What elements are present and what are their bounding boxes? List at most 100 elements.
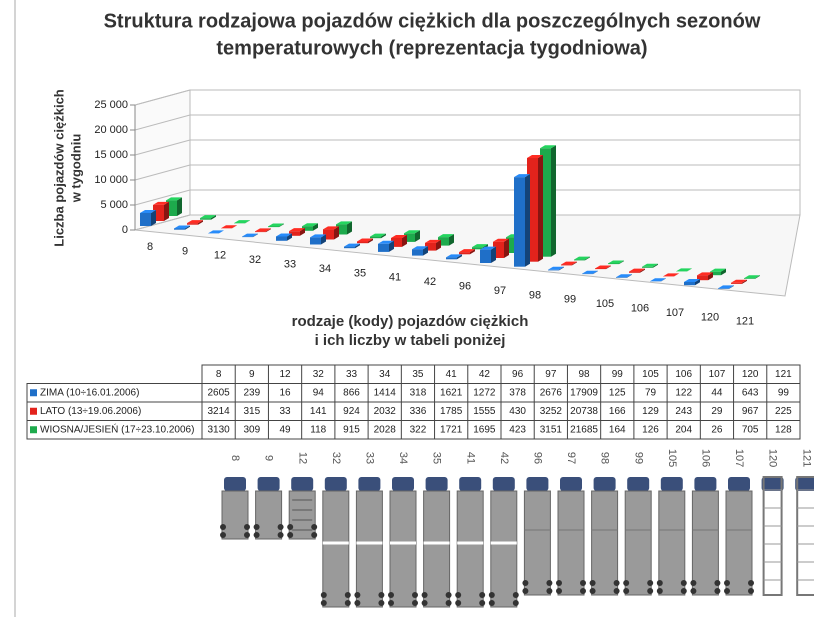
bar-side	[619, 260, 624, 265]
vehicle-body	[691, 490, 719, 596]
bar-side	[423, 246, 428, 256]
table-header: 99	[612, 369, 624, 380]
bar-side	[606, 265, 611, 270]
vehicle-cab	[627, 477, 650, 491]
vehicle-icon	[556, 477, 586, 596]
table-cell: 204	[675, 424, 692, 435]
vehicle-body	[389, 490, 417, 608]
vehicle-icon	[455, 477, 486, 608]
bar	[438, 237, 449, 246]
x-tick-label: 34	[319, 263, 331, 275]
bar	[412, 249, 423, 256]
bar-top	[527, 155, 543, 159]
table-cell: 924	[343, 406, 360, 417]
vehicle-wheel	[522, 580, 529, 586]
bar-side	[368, 238, 373, 244]
table-header: 32	[313, 369, 325, 380]
bar-side	[266, 228, 271, 233]
vehicle-cab	[694, 477, 717, 491]
bar-top	[336, 221, 352, 225]
vehicle-wheel	[748, 588, 754, 594]
bar-top	[493, 238, 509, 242]
vehicle-cab	[224, 477, 246, 491]
vehicle-wheel	[690, 580, 697, 586]
vehicle-code: 97	[565, 452, 577, 464]
y-tick-label: 5 000	[100, 199, 128, 211]
vehicle-wheel	[455, 592, 462, 598]
vehicle-frame	[762, 476, 783, 596]
vehicle-wheel	[613, 580, 620, 586]
table-header: 42	[479, 369, 491, 380]
table-cell: 94	[313, 387, 325, 398]
bar	[378, 243, 389, 252]
vehicle-code: 8	[229, 455, 241, 461]
bar-top	[731, 279, 747, 283]
bar	[480, 249, 491, 263]
bar-side	[287, 233, 292, 241]
vehicle-wheel	[647, 588, 654, 594]
bar-side	[355, 243, 360, 249]
table-header: 120	[742, 369, 759, 380]
vehicle-wheel	[556, 580, 562, 586]
x-tick-label: 32	[249, 254, 261, 266]
bar-side	[661, 278, 666, 282]
x-tick-label: 106	[631, 303, 649, 315]
bar-side	[415, 230, 420, 242]
grid-line	[134, 164, 191, 181]
vehicle-wheel	[546, 588, 553, 594]
vehicle-cab	[425, 477, 448, 491]
table-cell: 141	[310, 406, 327, 417]
vehicle-code: 35	[431, 452, 443, 464]
bar-top	[650, 278, 666, 282]
bar-top	[574, 256, 590, 260]
table-cell: 643	[742, 387, 759, 398]
vehicle-wheel	[311, 532, 318, 538]
vehicle-wheel	[589, 588, 596, 594]
table-cell: 915	[343, 424, 360, 435]
vehicle-wheel	[656, 580, 663, 586]
vehicle-cab	[492, 477, 515, 491]
bar	[344, 246, 355, 249]
table-cell: 866	[343, 387, 360, 398]
vehicle-icon	[761, 476, 784, 596]
bar	[459, 252, 470, 255]
bar-top	[629, 268, 645, 272]
bar	[310, 237, 321, 245]
vehicle-wheel	[253, 532, 260, 538]
y-axis-title: w tygodniu	[68, 134, 83, 204]
vehicle-wheel	[445, 600, 452, 606]
x-tick-label: 98	[529, 289, 541, 301]
bar-side	[177, 197, 182, 216]
vehicle-wheel	[556, 588, 562, 594]
x-tick-label: 41	[389, 272, 401, 284]
vehicle-body	[456, 490, 484, 608]
bar-side	[300, 228, 305, 236]
bar-top	[323, 226, 339, 230]
bar-top	[480, 246, 496, 250]
bar-top	[174, 225, 190, 229]
bar-side	[721, 268, 726, 276]
bar-top	[472, 244, 488, 248]
table-header: 106	[675, 369, 692, 380]
bar-side	[559, 266, 564, 271]
bar-top	[608, 260, 624, 264]
bar-top	[676, 268, 692, 272]
bar-top	[255, 228, 271, 232]
bar	[174, 228, 185, 230]
table-header: 12	[279, 369, 291, 380]
table-cell: 33	[279, 406, 291, 417]
table-cell: 2028	[374, 424, 397, 435]
bar-side	[551, 145, 556, 257]
table-header: 96	[512, 369, 524, 380]
bar-top	[718, 285, 734, 289]
bar-top	[344, 243, 360, 247]
y-tick-label: 0	[122, 224, 128, 236]
bar	[323, 229, 334, 240]
chart-title: temperaturowych (reprezentacja tygodniow…	[216, 37, 647, 59]
vehicle-wheel	[421, 592, 428, 598]
bar	[268, 226, 279, 228]
vehicle-icon	[690, 477, 721, 596]
bar-top	[595, 265, 611, 269]
vehicle-icon	[287, 477, 318, 540]
bar	[574, 259, 585, 261]
